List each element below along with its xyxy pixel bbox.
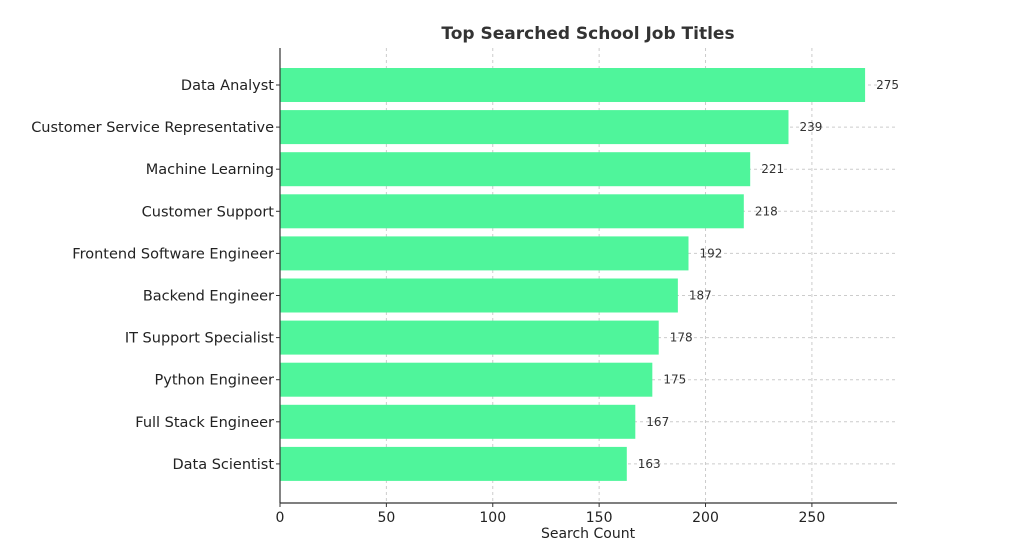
value-label-1: 239 [799,120,822,134]
category-label-0: Data Analyst [181,78,274,94]
bar-4 [280,236,689,271]
value-label-5: 187 [689,289,712,303]
category-label-8: Full Stack Engineer [135,415,274,431]
bar-6 [280,320,659,355]
bar-0 [280,68,866,102]
x-tick-labels: 0 50 100 150 200 250 [276,510,826,526]
category-label-5: Backend Engineer [143,289,274,305]
category-label-3: Customer Support [142,204,275,220]
category-label-4: Frontend Software Engineer [72,246,274,262]
category-label-1: Customer Service Representative [31,120,274,136]
category-label-7: Python Engineer [155,373,274,389]
x-tick-label-1: 50 [377,510,395,526]
bar-8 [280,404,636,439]
bar-1 [280,110,789,145]
bar-5 [280,278,678,313]
x-tick-label-0: 0 [276,510,285,526]
bars: 275 239 221 218 192 187 178 175 167 163 [280,68,899,481]
bar-2 [280,152,751,187]
category-labels: Data Analyst Customer Service Representat… [31,78,274,473]
category-label-2: Machine Learning [146,162,274,178]
bar-7 [280,362,653,397]
x-tick-label-4: 200 [692,510,719,526]
chart-title: Top Searched School Job Titles [441,24,734,44]
value-label-8: 167 [646,415,669,429]
bar-9 [280,446,627,481]
value-label-9: 163 [638,457,661,471]
category-label-6: IT Support Specialist [125,331,274,347]
value-label-4: 192 [699,246,722,260]
value-label-0: 275 [876,78,899,92]
category-label-9: Data Scientist [173,457,275,473]
value-label-2: 221 [761,162,784,176]
x-tick-label-3: 150 [586,510,613,526]
axes [276,48,897,507]
value-label-6: 178 [670,331,693,345]
value-label-3: 218 [755,204,778,218]
x-tick-label-5: 250 [799,510,826,526]
x-tick-label-2: 100 [479,510,506,526]
x-axis-title: Search Count [541,526,636,542]
bar-3 [280,194,744,229]
value-label-7: 175 [663,373,686,387]
